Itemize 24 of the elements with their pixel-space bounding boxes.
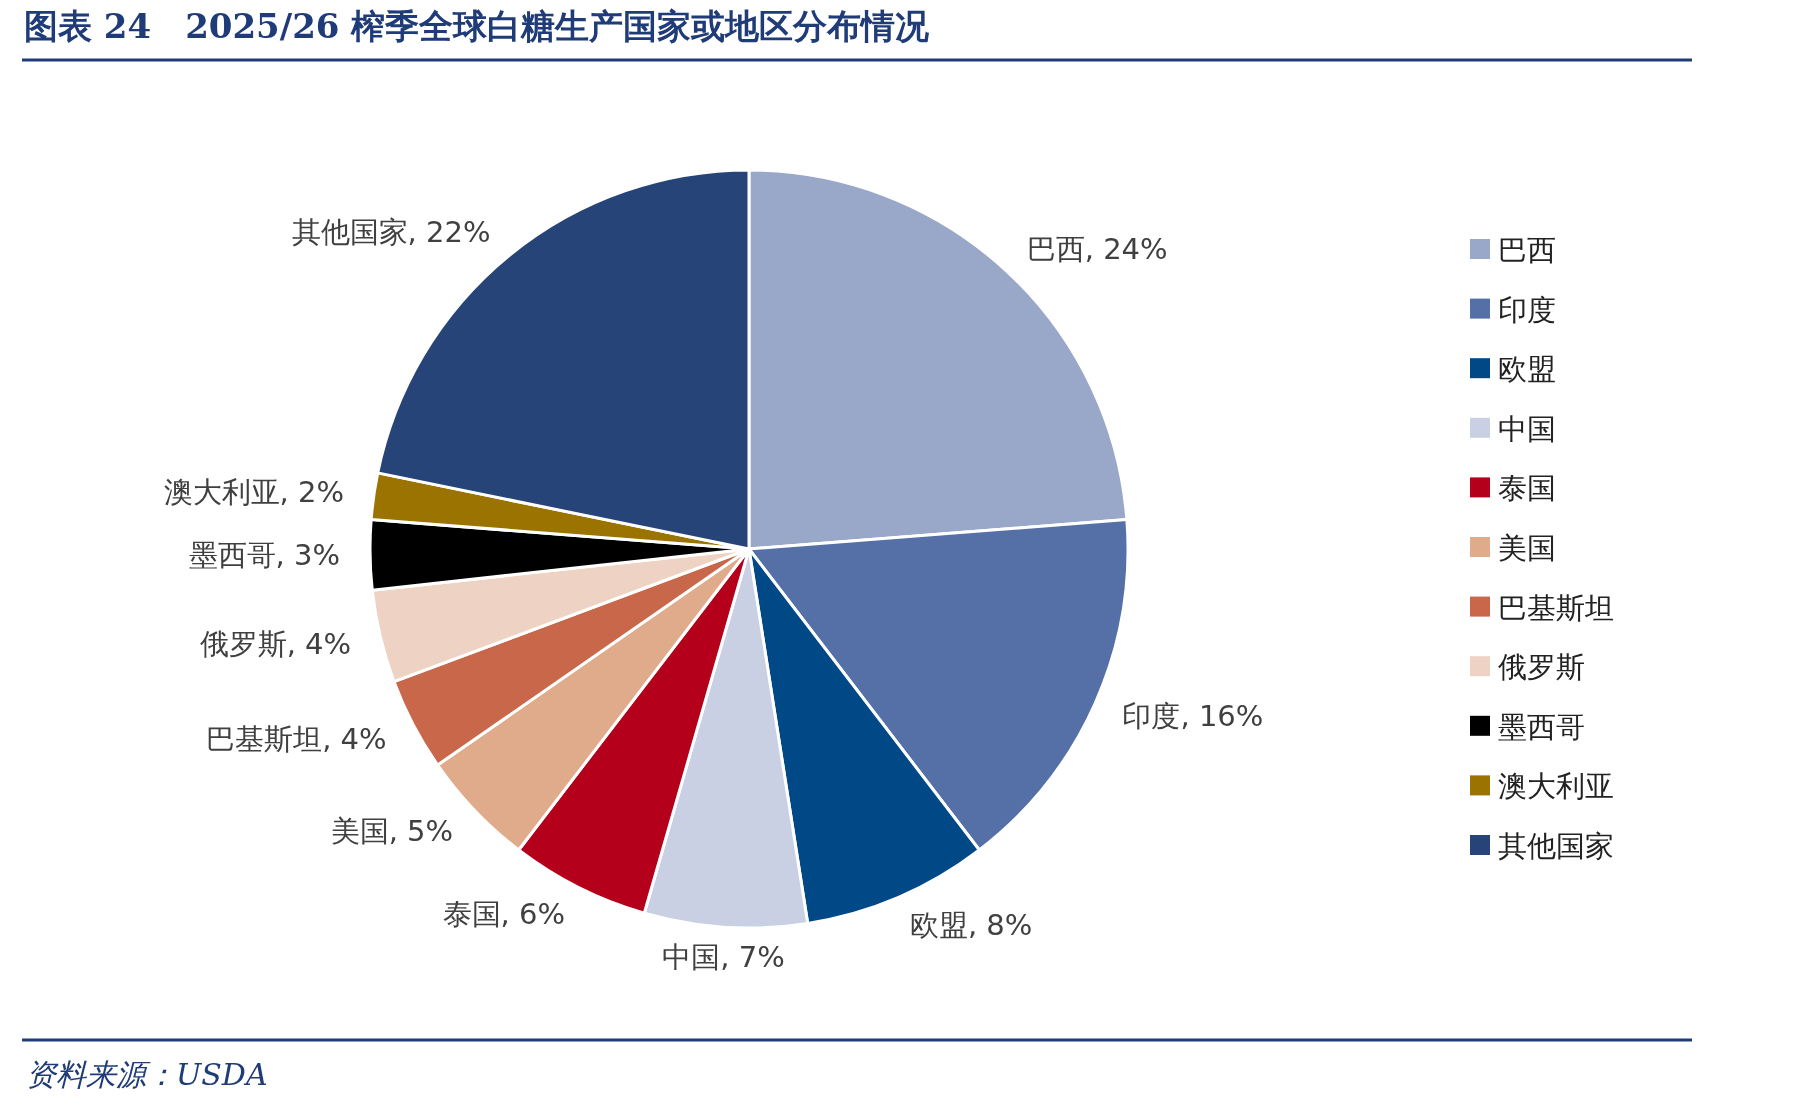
legend-label: 巴基斯坦 xyxy=(1498,590,1614,625)
category-label: 俄罗斯, 4% xyxy=(199,626,352,661)
category-label: 中国, 7% xyxy=(662,940,785,975)
category-label: 澳大利亚, 2% xyxy=(163,474,344,509)
text: 资料来源：USDA xyxy=(26,1057,268,1092)
category-label: 其他国家, 22% xyxy=(291,215,491,250)
legend-label: 巴西 xyxy=(1498,233,1556,267)
category-label: 泰国, 6% xyxy=(442,897,566,932)
legend-label: 印度 xyxy=(1498,292,1556,327)
category-label: 巴基斯坦, 4% xyxy=(206,721,387,756)
category-label: 美国, 5% xyxy=(330,814,454,849)
legend-label: 其他国家 xyxy=(1498,829,1614,863)
legend-label: 中国 xyxy=(1498,411,1556,446)
category-label: 欧盟, 8% xyxy=(909,908,1033,943)
legend-label: 俄罗斯 xyxy=(1498,650,1585,685)
chart-title: 图表 24 2025/26 榨季全球白糖生产国家或地区分布情况 xyxy=(24,6,931,46)
category-label: 巴西, 24% xyxy=(1026,231,1168,266)
legend-label: 欧盟 xyxy=(1498,352,1556,387)
category-label: 印度, 16% xyxy=(1122,698,1264,733)
legend-label: 澳大利亚 xyxy=(1498,769,1614,804)
category-label: 墨西哥, 3% xyxy=(188,538,341,573)
legend-label: 墨西哥 xyxy=(1498,709,1585,744)
legend-label: 美国 xyxy=(1498,531,1556,565)
legend-label: 泰国 xyxy=(1498,471,1556,506)
